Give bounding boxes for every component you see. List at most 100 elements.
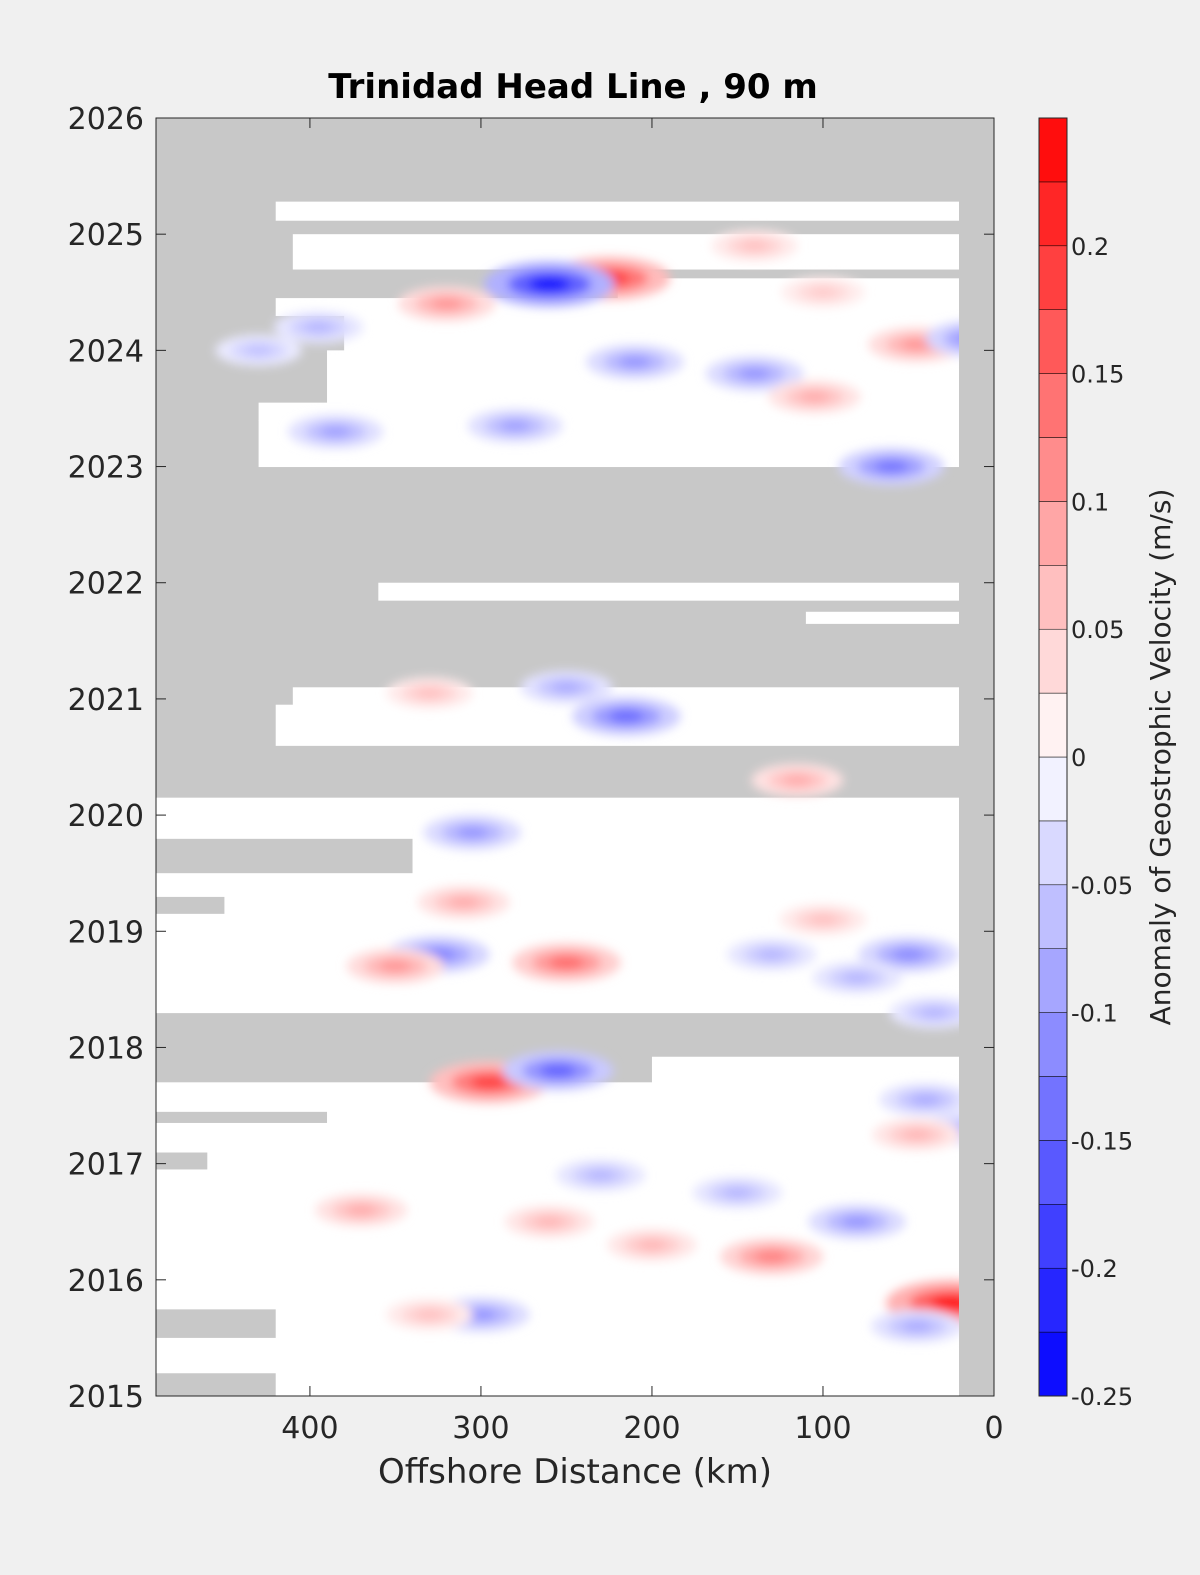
data-coverage-band-6 — [327, 1111, 960, 1124]
anomaly-core-30 — [910, 1093, 941, 1106]
coastal-gap — [959, 118, 994, 1396]
anomaly-core-19 — [465, 1308, 497, 1321]
colorbar-segment-4 — [1038, 1076, 1068, 1141]
anomaly-core-2 — [528, 276, 571, 293]
anomaly-core-13 — [379, 960, 412, 973]
anomaly-core-38 — [757, 948, 786, 961]
anomaly-feature-layer — [215, 230, 994, 1343]
x-axis: 400 300 200 100 0 — [281, 118, 1004, 1446]
data-coverage-band-8 — [651, 1056, 960, 1083]
y-tick-label-10: 2025 — [68, 218, 144, 253]
data-coverage-band-10 — [224, 896, 960, 915]
colorbar-tick-label-4: 0 — [1071, 744, 1086, 772]
colorbar-segment-7 — [1038, 884, 1068, 949]
anomaly-core-9 — [901, 338, 933, 351]
anomaly-core-3 — [470, 1074, 509, 1090]
anomaly-core-11 — [431, 297, 463, 310]
anomaly-core-20 — [902, 1320, 932, 1333]
anomaly-core-5 — [549, 955, 584, 970]
colorbar-tick-label-3: 0.05 — [1071, 616, 1124, 644]
anomaly-core-25 — [449, 896, 479, 908]
colorbar-tick-label-1: 0.15 — [1071, 361, 1124, 389]
anomaly-core-26 — [346, 1204, 376, 1216]
plot-frame — [155, 117, 995, 1397]
anomaly-core-43 — [304, 321, 333, 333]
data-coverage-band-0 — [275, 1372, 960, 1396]
x-axis-label: Offshore Distance (km) — [378, 1452, 772, 1492]
chart-title: Trinidad Head Line , 90 m — [328, 67, 818, 107]
colorbar-segment-11 — [1038, 628, 1068, 694]
data-coverage-band-19 — [258, 402, 960, 421]
anomaly-core-37 — [842, 972, 872, 984]
colorbar-tick-label-5: -0.05 — [1071, 872, 1133, 900]
anomaly-core-34 — [535, 1216, 564, 1228]
anomaly-core-16 — [619, 355, 651, 369]
colorbar-segment-15 — [1038, 373, 1068, 438]
anomaly-core-8 — [874, 459, 909, 474]
colorbar-segment-16 — [1038, 309, 1068, 374]
colorbar-segment-2 — [1038, 1204, 1068, 1269]
anomaly-core-22 — [499, 419, 531, 432]
y-tick-label-9: 2024 — [68, 334, 144, 369]
anomaly-core-6 — [755, 1250, 789, 1263]
y-tick-label-1: 2016 — [68, 1264, 144, 1299]
x-tick-label-3: 100 — [794, 1411, 851, 1446]
colorbar-segment-3 — [1038, 1140, 1068, 1205]
x-tick-label-1: 300 — [452, 1411, 509, 1446]
colorbar-segment-12 — [1038, 565, 1068, 630]
y-tick-label-7: 2022 — [68, 567, 144, 602]
data-coverage-band-5 — [156, 1122, 960, 1153]
anomaly-core-4 — [540, 1063, 576, 1078]
data-coverage-band-1 — [156, 1337, 960, 1374]
y-tick-label-0: 2015 — [68, 1380, 144, 1415]
colorbar-tick-label-6: -0.1 — [1071, 1000, 1118, 1028]
colorbar-segment-13 — [1038, 501, 1068, 566]
data-coverage-band-13 — [156, 797, 960, 839]
anomaly-core-17 — [738, 367, 771, 380]
anomaly-core-33 — [637, 1239, 667, 1251]
plot-area — [155, 117, 995, 1397]
colorbar-segment-10 — [1038, 692, 1068, 758]
anomaly-core-31 — [723, 1187, 752, 1199]
data-coverage-band-3 — [156, 1169, 960, 1310]
data-coverage-layer — [156, 201, 960, 1396]
x-tick-label-0: 400 — [281, 1411, 338, 1446]
colorbar-tick-label-7: -0.15 — [1071, 1127, 1133, 1155]
anomaly-core-14 — [892, 948, 925, 961]
anomaly-core-32 — [586, 1169, 615, 1181]
data-coverage-band-17 — [378, 582, 960, 601]
anomaly-core-21 — [456, 826, 488, 839]
x-tick-label-4: 0 — [984, 1411, 1003, 1446]
anomaly-core-41 — [740, 240, 769, 252]
anomaly-core-35 — [415, 1309, 444, 1321]
colorbar-segment-18 — [1038, 181, 1068, 247]
y-axis: 2015 2016 2017 2018 2019 2020 2021 2022 2023 2024… — [68, 102, 994, 1415]
colorbar-segment-1 — [1038, 1267, 1068, 1333]
y-tick-label-3: 2018 — [68, 1031, 144, 1066]
anomaly-core-39 — [551, 681, 582, 694]
colorbar-segment-0 — [1038, 1331, 1068, 1397]
y-tick-label-4: 2019 — [68, 915, 144, 950]
colorbar-segment-6 — [1038, 948, 1068, 1013]
y-tick-label-6: 2021 — [68, 683, 144, 718]
data-coverage-band-2 — [275, 1308, 960, 1339]
colorbar-segment-8 — [1038, 820, 1068, 886]
anomaly-core-18 — [799, 391, 830, 403]
y-tick-label-8: 2023 — [68, 451, 144, 486]
anomaly-core-24 — [782, 774, 813, 786]
colorbar-tick-label-9: -0.25 — [1071, 1383, 1133, 1411]
colorbar-segment-17 — [1038, 245, 1068, 310]
anomaly-core-15 — [841, 1215, 873, 1228]
colorbar-segment-5 — [1038, 1012, 1068, 1077]
colorbar-tick-label-0: 0.2 — [1071, 233, 1109, 261]
anomaly-core-42 — [809, 286, 837, 298]
anomaly-core-29 — [919, 1006, 949, 1019]
y-tick-label-5: 2020 — [68, 799, 144, 834]
anomaly-core-44 — [244, 344, 273, 356]
colorbar-tick-label-8: -0.2 — [1071, 1255, 1118, 1283]
anomaly-core-7 — [608, 709, 644, 724]
anomaly-core-40 — [415, 687, 444, 699]
anomaly-core-36 — [809, 914, 837, 926]
colorbar-segment-14 — [1038, 437, 1068, 502]
